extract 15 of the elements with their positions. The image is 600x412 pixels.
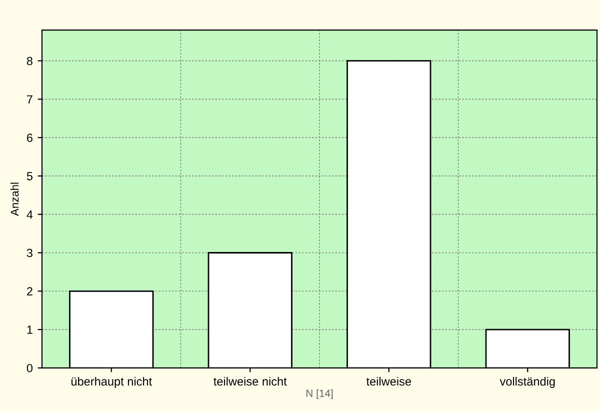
y-tick-label: 3 — [26, 248, 32, 258]
x-tick-label: überhaupt nicht — [71, 376, 152, 388]
y-tick-label: 1 — [27, 326, 32, 334]
y-axis-title: Anzahl — [10, 182, 19, 216]
y-tick-label: 5 — [26, 172, 32, 180]
y-tick-label: 8 — [26, 56, 32, 66]
x-tick-label: vollständig — [500, 376, 555, 388]
y-tick-label: 4 — [26, 210, 33, 219]
y-tick-label: 7 — [27, 95, 32, 104]
y-tick-label: 0 — [26, 364, 33, 372]
x-axis-title: N [14] — [306, 389, 333, 400]
x-tick-label: teilweise — [366, 376, 411, 386]
x-tick-label: teilweise nicht — [214, 376, 287, 386]
y-tick-label: 2 — [27, 287, 32, 296]
y-tick-label: 6 — [27, 134, 32, 142]
